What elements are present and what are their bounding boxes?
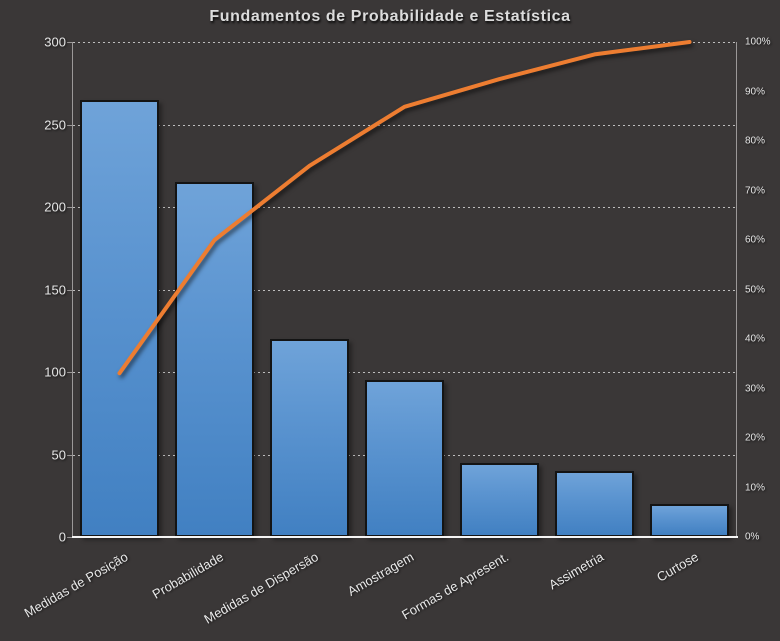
right-axis-tick-label: 0% bbox=[745, 531, 760, 543]
cumulative-line bbox=[117, 40, 692, 376]
right-axis-tick-label: 50% bbox=[745, 284, 766, 295]
left-axis-tick-label: 50 bbox=[51, 447, 66, 462]
right-axis-tick-label: 20% bbox=[745, 432, 766, 444]
bar-2 bbox=[175, 182, 254, 537]
left-axis-tick-label: 300 bbox=[44, 34, 66, 50]
right-axis-tick-label: 30% bbox=[745, 383, 766, 394]
chart-title: Fundamentos de Probabilidade e Estatísti… bbox=[209, 8, 571, 25]
left-axis-tick-label: 0 bbox=[58, 529, 66, 545]
right-axis-tick-label: 70% bbox=[745, 185, 766, 196]
left-value-axis-line bbox=[72, 42, 73, 537]
left-axis-tick-mark bbox=[67, 289, 72, 291]
left-axis-tick-mark bbox=[67, 372, 72, 373]
left-axis-tick-label: 250 bbox=[44, 117, 66, 132]
gridline bbox=[73, 207, 737, 208]
right-axis-tick-label: 60% bbox=[745, 234, 766, 246]
left-axis-tick-label: 150 bbox=[44, 282, 66, 297]
category-axis-baseline bbox=[72, 536, 738, 538]
right-axis-tick-label: 40% bbox=[745, 333, 766, 345]
gridline bbox=[73, 289, 737, 291]
left-axis-tick-mark bbox=[67, 454, 72, 456]
left-axis-tick-mark bbox=[67, 537, 72, 538]
category-label: Probabilidade bbox=[149, 549, 226, 602]
right-percent-axis-line bbox=[736, 42, 737, 537]
category-label: Amostragem bbox=[344, 549, 416, 599]
left-axis-tick-mark bbox=[67, 42, 72, 43]
left-axis-tick-label: 200 bbox=[44, 199, 66, 215]
right-axis-tick-label: 100% bbox=[745, 36, 771, 48]
gridline bbox=[73, 372, 737, 373]
right-axis-tick-label: 90% bbox=[745, 86, 766, 97]
gridline bbox=[73, 124, 737, 126]
plot-area bbox=[67, 40, 738, 538]
category-label: Assimetria bbox=[545, 549, 606, 593]
right-axis-tick-label: 80% bbox=[745, 135, 766, 147]
category-label: Curtose bbox=[654, 549, 701, 585]
left-axis-tick-label: 100 bbox=[44, 364, 66, 380]
bar-5 bbox=[460, 462, 539, 537]
category-label: Medidas de Posição bbox=[22, 549, 132, 621]
left-axis-tick-mark bbox=[67, 207, 72, 208]
gridline bbox=[73, 42, 737, 43]
left-axis-tick-mark bbox=[67, 124, 72, 126]
right-axis-tick-label: 10% bbox=[745, 482, 766, 493]
